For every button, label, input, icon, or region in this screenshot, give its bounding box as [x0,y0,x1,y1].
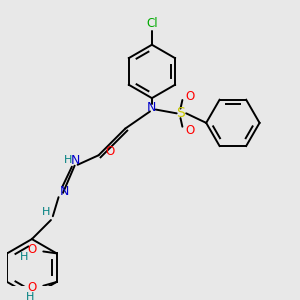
Text: O: O [27,243,37,256]
Text: H: H [64,155,72,165]
Text: O: O [27,281,37,294]
Text: N: N [60,185,69,198]
Text: S: S [176,106,185,120]
Text: N: N [71,154,80,166]
Text: H: H [26,292,34,300]
Text: Cl: Cl [146,17,158,30]
Text: O: O [185,124,195,137]
Text: H: H [20,252,28,262]
Text: O: O [185,90,195,103]
Text: N: N [147,101,157,114]
Text: O: O [105,145,115,158]
Text: H: H [42,207,50,218]
